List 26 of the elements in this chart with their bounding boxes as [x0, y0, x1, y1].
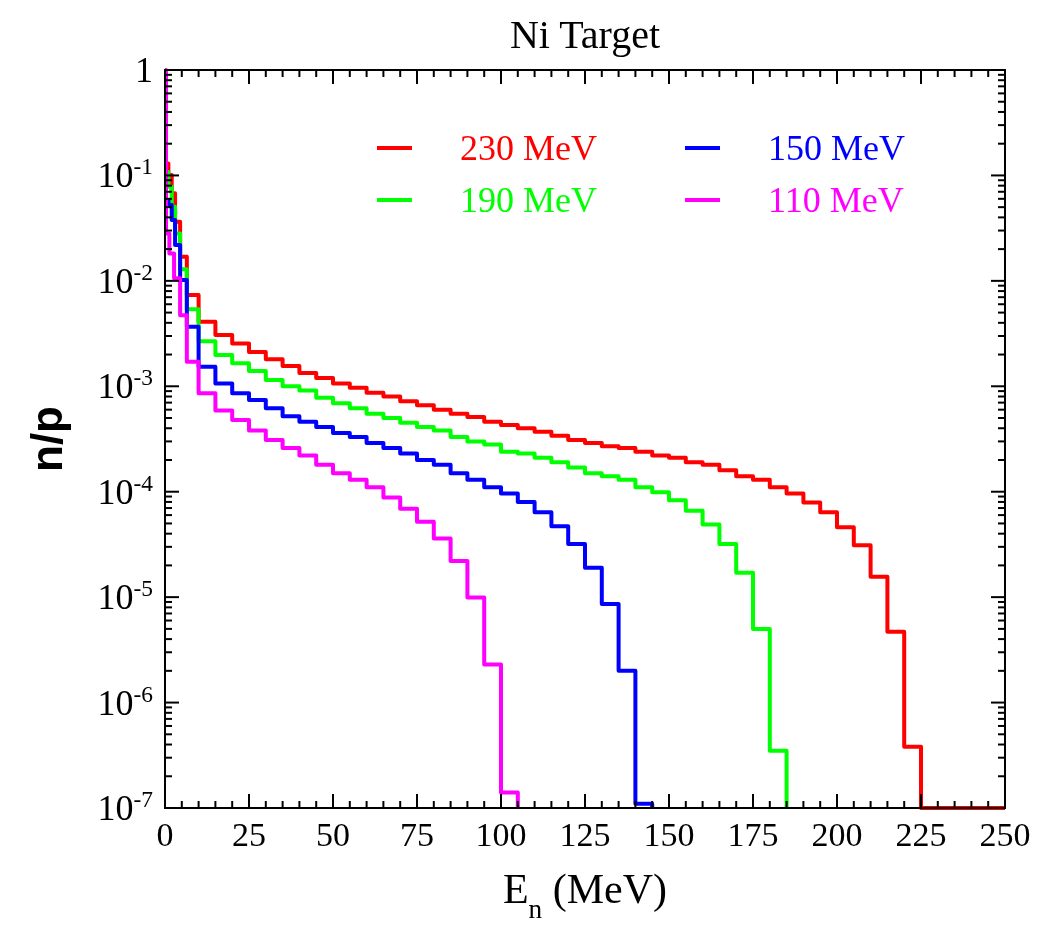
y-axis-title: n/p [22, 406, 71, 472]
x-tick-label: 125 [559, 816, 611, 853]
chart-title: Ni Target [509, 12, 661, 57]
legend-label: 190 MeV [460, 180, 597, 220]
x-tick-label: 25 [232, 816, 266, 853]
x-tick-label: 175 [727, 816, 779, 853]
x-tick-label: 200 [811, 816, 863, 853]
x-tick-label: 0 [156, 816, 174, 853]
y-tick-label: 10$^{-6}$ [97, 680, 153, 723]
y-tick-label: 10$^{-7}$ [97, 786, 154, 828]
legend-label: 110 MeV [768, 180, 904, 220]
y-tick-label: 10$^{-5}$ [97, 575, 153, 618]
x-axis-title: E$_{n}$ (MeV) [502, 866, 668, 924]
y-tick-label: 10$^{-2}$ [97, 258, 153, 301]
x-tick-label: 225 [895, 816, 947, 853]
x-tick-label: 75 [400, 816, 434, 853]
y-tick-label: 1 [135, 50, 153, 90]
x-tick-label: 100 [475, 816, 527, 853]
y-tick-label: 10$^{-3}$ [97, 364, 153, 407]
y-tick-label: 10$^{-4}$ [97, 469, 154, 512]
x-tick-label: 50 [316, 816, 350, 853]
legend-label: 230 MeV [460, 128, 597, 168]
y-tick-label: 10$^{-1}$ [97, 153, 153, 196]
x-tick-label: 150 [643, 816, 695, 853]
x-tick-label: 250 [979, 816, 1031, 853]
legend-label: 150 MeV [768, 128, 905, 168]
